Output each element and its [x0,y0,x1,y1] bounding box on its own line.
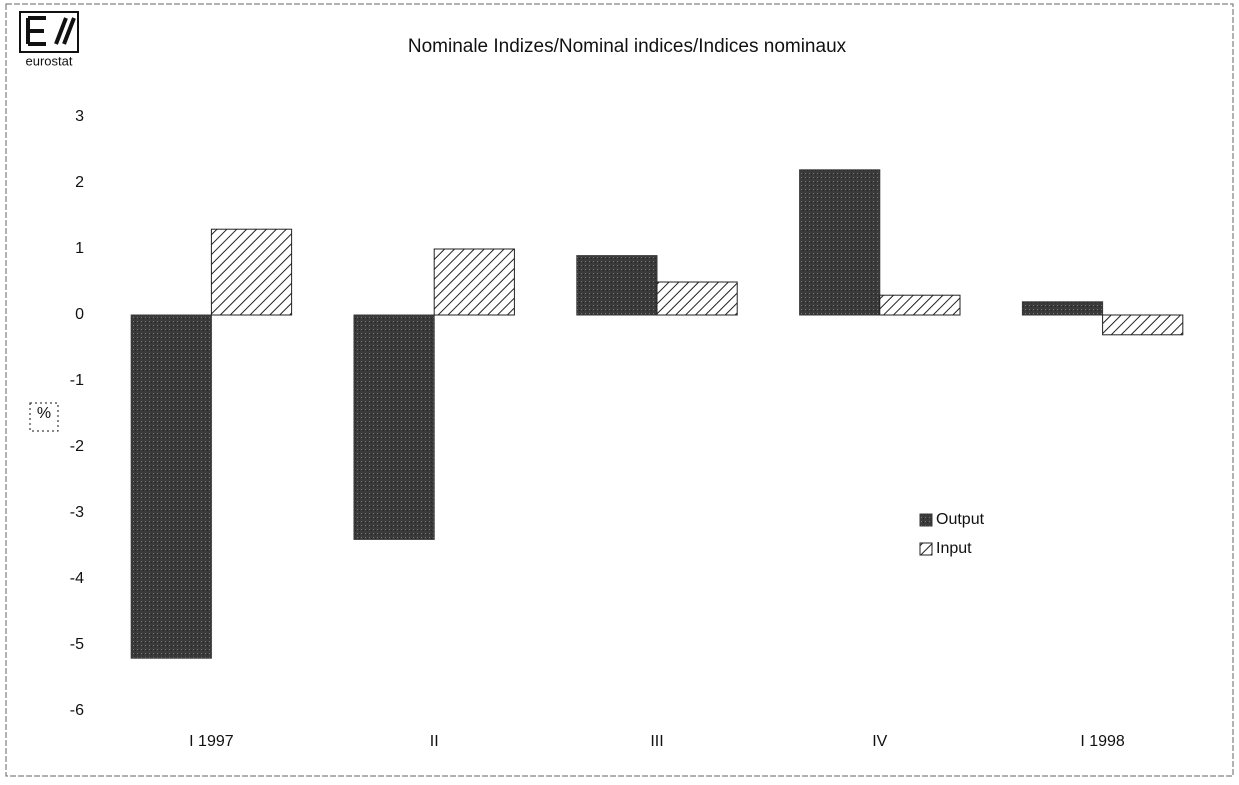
bar [433,248,515,316]
y-tick-label: 3 [75,108,84,125]
y-tick-label: -6 [70,702,84,719]
y-tick-label: -5 [70,636,84,653]
y-tick-label: -2 [70,438,84,455]
bar [879,294,961,316]
x-tick-label: I 1997 [189,733,234,750]
y-tick-label: -4 [70,570,84,587]
legend-swatch [919,542,933,556]
bar [576,255,658,316]
bar [656,281,738,316]
logo: eurostat [19,11,79,68]
logo-text: eurostat [26,53,73,68]
y-tick-label: -3 [70,504,84,521]
legend-label: Input [936,540,972,557]
x-tick-label: IV [872,733,887,750]
bar [1021,301,1104,316]
y-axis-label: % [37,405,51,422]
bar [799,169,881,316]
y-tick-label: 0 [75,306,84,323]
ylabel-box [29,402,59,432]
x-tick-label: III [650,733,663,750]
bar [1102,314,1184,336]
bar [353,314,435,540]
bar [210,228,293,316]
chart-title: Nominale Indizes/Nominal indices/Indices… [408,36,847,57]
y-tick-label: -1 [70,372,84,389]
bar [130,314,212,659]
legend-swatch [919,513,933,527]
frame [5,3,1234,777]
y-tick-label: 2 [75,174,84,191]
x-tick-label: I 1998 [1080,733,1125,750]
legend-label: Output [936,511,985,528]
x-tick-label: II [430,733,439,750]
y-tick-label: 1 [75,240,84,257]
